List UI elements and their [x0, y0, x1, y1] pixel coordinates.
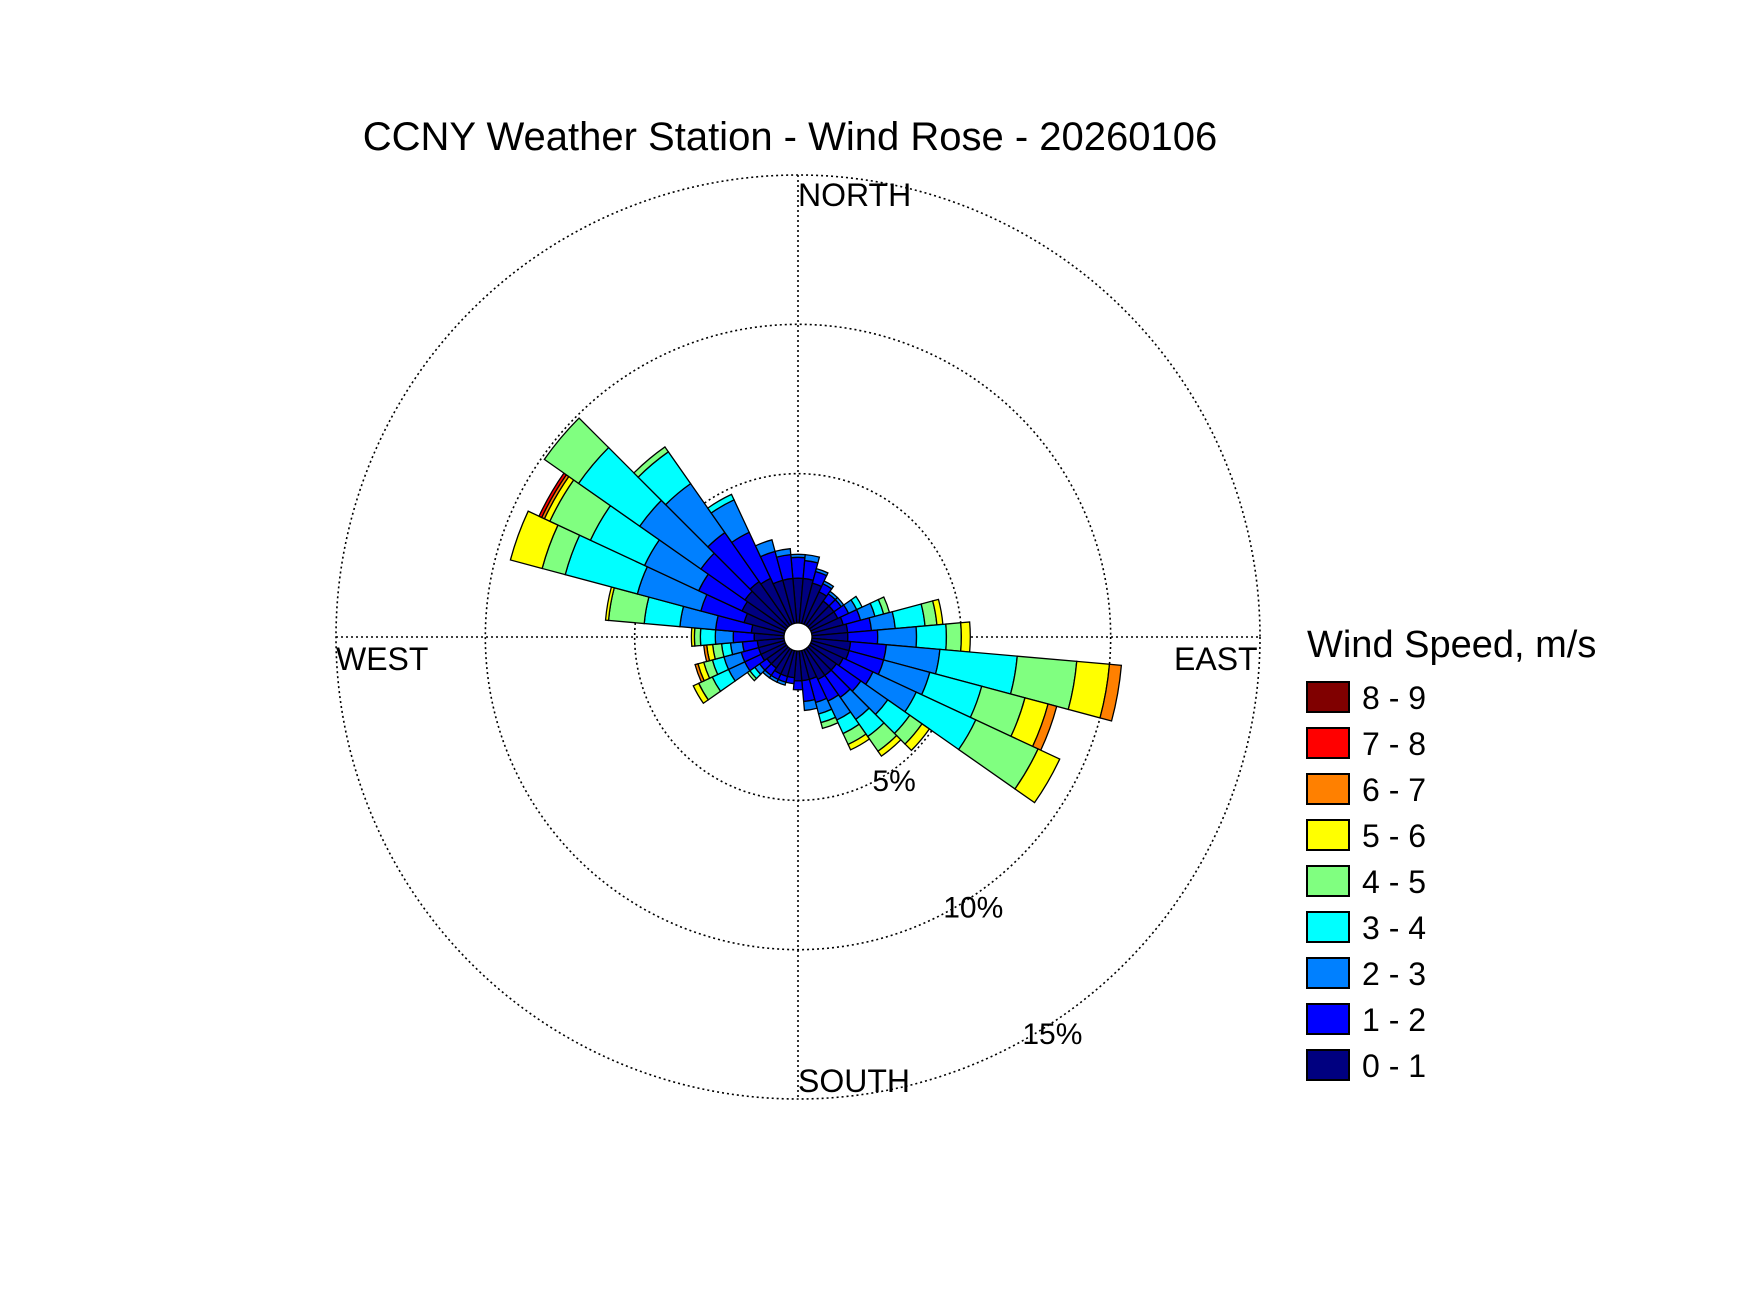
bar-dir10-bin2 — [803, 553, 821, 564]
compass-label-north: NORTH — [798, 177, 911, 213]
bar-dir120-bin5 — [1014, 748, 1061, 804]
bar-dir90-bin5 — [960, 621, 971, 653]
bar-dir0-bin2 — [790, 553, 806, 559]
bar-dir270-bin3 — [699, 627, 717, 647]
bar-dir270-bin4 — [693, 627, 702, 647]
bar-dir90-bin4 — [945, 622, 962, 652]
bar-dir310-bin4 — [543, 417, 610, 485]
ring-label-10: 10% — [943, 891, 1003, 924]
bar-dir100-bin6 — [1099, 663, 1123, 722]
bar-dir270-bin2 — [714, 629, 735, 645]
bar-dir90-bin3 — [915, 623, 948, 651]
legend-label-8: 0 - 1 — [1362, 1048, 1426, 1084]
grid-ring-10 — [484, 323, 1112, 951]
legend-swatch-5 — [1306, 911, 1350, 943]
bar-dir140-bin5 — [877, 734, 902, 758]
legend-label-0: 8 - 9 — [1362, 680, 1426, 716]
bar-dir240-bin5 — [692, 682, 710, 705]
legend-label-3: 5 - 6 — [1362, 818, 1426, 854]
legend-swatch-2 — [1306, 773, 1350, 805]
center-hole — [783, 622, 813, 652]
bar-dir130-bin5 — [904, 722, 931, 752]
bar-dir170-bin2 — [802, 698, 818, 712]
legend-swatch-3 — [1306, 819, 1350, 851]
sector-bars — [509, 417, 1123, 804]
compass-label-south: SOUTH — [798, 1063, 910, 1099]
legend-label-6: 2 - 3 — [1362, 956, 1426, 992]
legend-label-1: 7 - 8 — [1362, 726, 1426, 762]
legend-swatch-1 — [1306, 727, 1350, 759]
legend-label-2: 6 - 7 — [1362, 772, 1426, 808]
bar-dir290-bin5 — [509, 510, 559, 570]
legend: Wind Speed, m/s 8 - 9 7 - 8 6 - 7 5 - 6 4 - … — [1306, 624, 1596, 1084]
legend-label-4: 4 - 5 — [1362, 864, 1426, 900]
ring-label-5: 5% — [872, 765, 915, 798]
legend-swatch-7 — [1306, 1003, 1350, 1035]
bar-dir80-bin3 — [891, 603, 926, 630]
bar-dir150-bin5 — [847, 733, 871, 751]
bar-dir180-bin1 — [792, 679, 804, 691]
bar-dir160-bin4 — [820, 716, 839, 730]
legend-swatch-6 — [1306, 957, 1350, 989]
legend-label-7: 1 - 2 — [1362, 1002, 1426, 1038]
bar-dir250-bin6 — [694, 663, 705, 683]
bar-dir320-bin4 — [633, 446, 670, 479]
legend-swatch-8 — [1306, 1049, 1350, 1081]
bar-dir340-bin2 — [754, 539, 776, 558]
compass-label-east: EAST — [1174, 641, 1258, 677]
legend-label-5: 3 - 4 — [1362, 910, 1426, 946]
chart-title: CCNY Weather Station - Wind Rose - 20260… — [363, 115, 1218, 159]
legend-swatch-0 — [1306, 681, 1350, 713]
legend-swatch-4 — [1306, 865, 1350, 897]
compass-label-west: WEST — [336, 641, 428, 677]
bar-dir270-bin5 — [690, 627, 696, 647]
bar-dir330-bin3 — [706, 493, 735, 514]
legend-title: Wind Speed, m/s — [1307, 624, 1596, 666]
axis-labels: NORTH SOUTH WEST EAST 5% 10% 15% — [336, 177, 1258, 1099]
ring-label-15: 15% — [1022, 1018, 1082, 1051]
bar-dir30-bin2 — [821, 580, 835, 590]
bar-dir350-bin2 — [774, 547, 792, 558]
bar-dir20-bin2 — [814, 567, 829, 577]
